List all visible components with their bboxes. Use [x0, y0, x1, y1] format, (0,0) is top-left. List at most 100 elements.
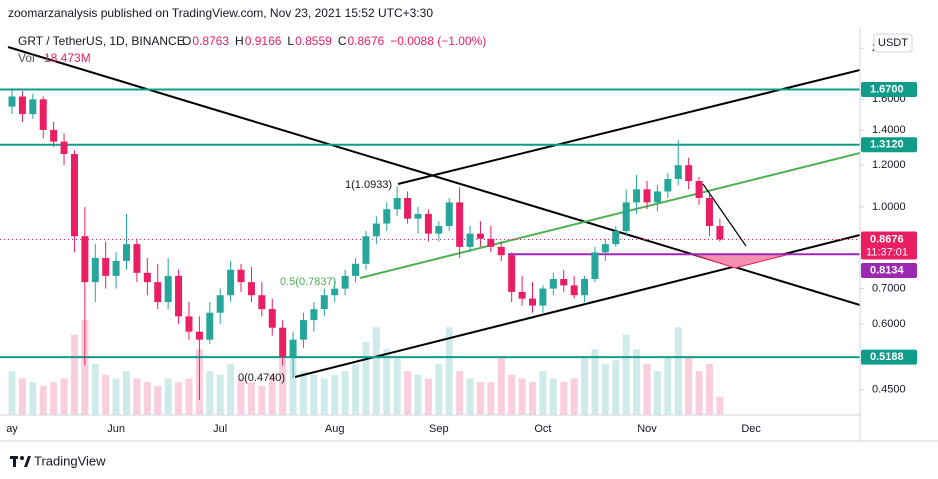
volume-bar	[299, 371, 307, 415]
y-tick-label: 1.4000	[872, 124, 906, 136]
volume-bar	[653, 371, 661, 415]
volume-bar	[237, 378, 245, 415]
volume-bar	[8, 371, 16, 415]
ohlc-legend: O 0.8763 H 0.9166 L 0.8559 C 0.8676 −0.0088 (−1.…	[182, 34, 486, 48]
y-tick-label: 0.6000	[872, 318, 906, 330]
volume-bar	[601, 363, 609, 415]
volume-bar	[414, 374, 422, 415]
candle-body	[716, 226, 724, 240]
candle-body	[372, 223, 380, 237]
candle-body	[320, 295, 328, 310]
candle-layer	[8, 88, 724, 401]
volume-bar	[570, 378, 578, 415]
candle-body	[18, 96, 26, 115]
candle-body	[487, 238, 495, 247]
volume-bar	[393, 356, 401, 415]
volume-bar	[70, 334, 78, 415]
volume-bar	[216, 374, 224, 415]
volume-bar	[352, 363, 360, 415]
volume-bar	[154, 385, 162, 415]
volume-bar	[404, 371, 412, 415]
candle-body	[299, 320, 307, 340]
volume-bar	[383, 349, 391, 415]
volume-bar	[185, 378, 193, 415]
candle-body	[175, 275, 183, 317]
ohlc-key: L	[287, 34, 294, 48]
trend-line	[702, 183, 747, 247]
volume-bar	[18, 378, 26, 415]
symbol: GRT / TetherUS, 1D, BINANCE	[18, 34, 185, 48]
volume-bar	[476, 382, 484, 415]
volume-layer	[8, 320, 724, 415]
fib-label: 0(0.4740)	[238, 372, 285, 384]
last-price-label: 0.8676	[870, 233, 904, 245]
volume-bar	[310, 374, 318, 415]
currency-label[interactable]: USDT	[878, 37, 908, 49]
fib-label: 0.5(0.7837)	[280, 276, 336, 288]
ohlc-value: 0.8676	[347, 34, 384, 48]
volume-bar	[705, 363, 713, 415]
ohlc-key: H	[235, 34, 244, 48]
currency-button[interactable]	[873, 33, 913, 53]
candle-body	[81, 236, 89, 283]
time-axis: ay Jun Jul Aug Sep Oct Nov Dec	[6, 423, 761, 435]
volume-bar	[289, 345, 297, 415]
change: −0.0088 (−1.00%)	[390, 34, 486, 48]
volume-bar	[60, 378, 68, 415]
volume-bar	[175, 382, 183, 415]
volume-bar	[664, 356, 672, 415]
candle-body	[581, 278, 589, 296]
candle-body	[476, 233, 484, 239]
volume-bar	[102, 374, 110, 415]
ohlc-value: 0.8559	[295, 34, 332, 48]
candle-body	[237, 269, 245, 283]
drawings	[7, 46, 860, 378]
level-tag	[861, 82, 917, 98]
candle-body	[8, 96, 16, 107]
candle-body	[570, 285, 578, 296]
candle-body	[216, 295, 224, 313]
volume-bar	[164, 378, 172, 415]
candle-body	[50, 129, 58, 142]
candle-body	[685, 165, 693, 181]
candle-body	[518, 291, 526, 299]
candle-body	[289, 339, 297, 357]
candle-body	[612, 231, 620, 245]
volume-bar	[456, 371, 464, 415]
volume-bar	[581, 356, 589, 415]
price-axis: 0.45000.60000.70001.00001.20001.40001.60…	[860, 42, 906, 396]
candle-body	[227, 269, 235, 296]
candle-body	[393, 197, 401, 210]
level-label: 1.3120	[870, 139, 904, 151]
candle-body	[664, 178, 672, 192]
volume-bar	[331, 374, 339, 415]
volume-bar	[549, 378, 557, 415]
volume-bar	[685, 356, 693, 415]
volume-bar	[695, 371, 703, 415]
candle-body	[70, 154, 78, 237]
candle-body	[362, 236, 370, 264]
volume-bar	[227, 363, 235, 415]
volume-bar	[487, 382, 495, 415]
level-layer	[0, 88, 860, 359]
volume-bar	[91, 363, 99, 415]
volume-bar	[29, 382, 37, 415]
y-tick-label: 1.2000	[872, 159, 906, 171]
x-tick-label: Nov	[637, 423, 657, 435]
candle-body	[456, 202, 464, 247]
level-tag	[861, 349, 917, 365]
candle-body	[268, 309, 276, 328]
volume-bar	[112, 378, 120, 415]
volume-bar	[123, 371, 131, 415]
candle-body	[435, 226, 443, 234]
candle-body	[497, 246, 505, 256]
volume-bar	[320, 378, 328, 415]
y-tick-label: 0.4500	[872, 384, 906, 396]
brand: TradingView	[34, 453, 106, 468]
candle-body	[445, 202, 453, 227]
candle-body	[60, 141, 68, 155]
volume-bar	[643, 363, 651, 415]
candle-body	[529, 298, 536, 306]
